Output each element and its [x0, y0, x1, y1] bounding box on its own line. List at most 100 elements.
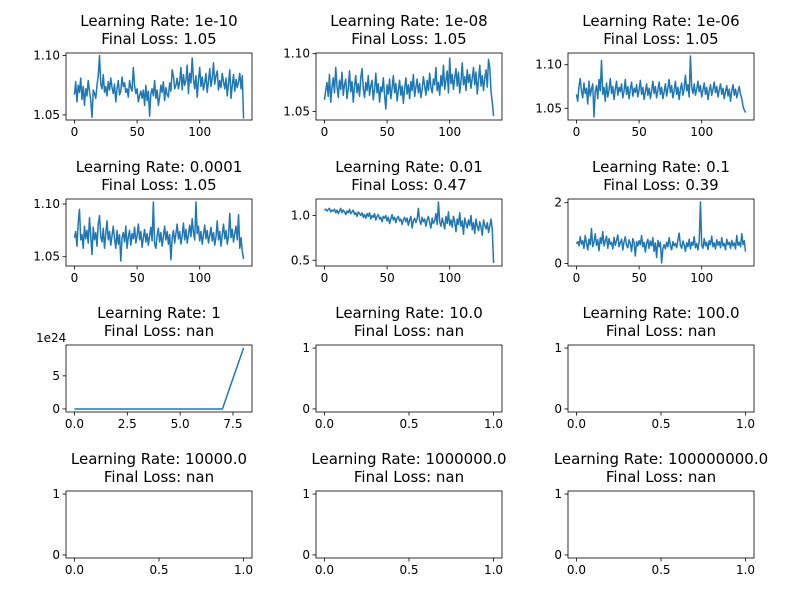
loss-series-line — [73, 54, 245, 119]
x-tick-label: 1.0 — [484, 417, 503, 431]
subplot-title-line1: Learning Rate: 0.01 — [335, 158, 483, 176]
x-tick-label: 0 — [573, 271, 581, 285]
y-tick-label: 1.10 — [33, 49, 60, 63]
x-tick-label: 1.0 — [234, 563, 253, 577]
x-tick-label: 50 — [631, 125, 646, 139]
y-tick-label: 0.5 — [291, 253, 310, 267]
subplot-title-line1: Learning Rate: 1e-06 — [582, 12, 739, 30]
x-tick-label: 0.0 — [315, 417, 334, 431]
x-tick-label: 0.5 — [149, 563, 168, 577]
subplot-title-line1: Learning Rate: 1000000.0 — [311, 450, 506, 468]
y-tick-label: 0 — [554, 257, 562, 271]
subplot-title-line2: Final Loss: nan — [606, 322, 716, 340]
y-tick-label: 1 — [52, 487, 60, 501]
axes-frame — [65, 198, 253, 267]
x-tick-label: 100 — [438, 125, 461, 139]
x-tick-label: 1.0 — [736, 563, 755, 577]
subplot-title-line1: Learning Rate: 1e-10 — [80, 12, 237, 30]
x-tick-label: 50 — [631, 271, 646, 285]
loss-series-line — [73, 201, 245, 262]
axes-frame — [315, 490, 503, 559]
axes-frame — [567, 490, 755, 559]
axes-frame — [65, 344, 253, 413]
x-tick-label: 0 — [573, 125, 581, 139]
x-tick-label: 100 — [438, 271, 461, 285]
y-tick-label: 2 — [554, 196, 562, 210]
y-tick-label: 1 — [302, 341, 310, 355]
subplot-title-line1: Learning Rate: 0.0001 — [76, 158, 243, 176]
subplot-title-line2: Final Loss: 1.05 — [603, 30, 718, 48]
x-tick-label: 0 — [321, 271, 329, 285]
subplot-title-line2: Final Loss: nan — [354, 322, 464, 340]
axes-frame — [567, 198, 755, 267]
x-tick-label: 0.5 — [651, 563, 670, 577]
loss-series-line — [74, 347, 245, 410]
subplot-title-line2: Final Loss: 1.05 — [101, 176, 216, 194]
y-tick-label: 1.10 — [33, 197, 60, 211]
subplot-title-line2: Final Loss: 0.47 — [351, 176, 466, 194]
loss-series-line — [323, 57, 495, 117]
y-tick-label: 0 — [554, 548, 562, 562]
x-tick-label: 0.0 — [315, 563, 334, 577]
loss-series-line — [575, 201, 747, 264]
subplot-title-line2: Final Loss: 1.05 — [351, 30, 466, 48]
y-offset-label: 1e24 — [36, 331, 66, 345]
subplot-title-line1: Learning Rate: 10.0 — [335, 304, 483, 322]
x-tick-label: 0.5 — [399, 563, 418, 577]
x-tick-label: 50 — [379, 125, 394, 139]
x-tick-label: 0.0 — [567, 417, 586, 431]
y-tick-label: 0 — [302, 402, 310, 416]
subplot-title-line1: Learning Rate: 1e-08 — [330, 12, 487, 30]
x-tick-label: 0.0 — [65, 563, 84, 577]
axes-frame — [315, 198, 503, 267]
axes-frame — [567, 52, 755, 121]
y-tick-label: 1 — [302, 487, 310, 501]
axes-frame — [315, 344, 503, 413]
axes-frame — [567, 344, 755, 413]
axes-frame — [315, 52, 503, 121]
y-tick-label: 1.05 — [33, 250, 60, 264]
subplot-title-line1: Learning Rate: 10000.0 — [71, 450, 247, 468]
axes-frame — [65, 490, 253, 559]
y-tick-label: 1 — [554, 487, 562, 501]
subplot-title-line1: Learning Rate: 100.0 — [582, 304, 739, 322]
x-tick-label: 5.0 — [171, 417, 190, 431]
x-tick-label: 0.0 — [65, 417, 84, 431]
y-tick-label: 1 — [554, 341, 562, 355]
y-tick-label: 5 — [52, 369, 60, 383]
x-tick-label: 0.5 — [651, 417, 670, 431]
y-tick-label: 1.05 — [283, 104, 310, 118]
subplot-title-line2: Final Loss: nan — [354, 468, 464, 486]
subplot-title-line2: Final Loss: nan — [104, 322, 214, 340]
subplot-title-line1: Learning Rate: 0.1 — [592, 158, 730, 176]
y-tick-label: 0 — [52, 548, 60, 562]
subplot-title-line2: Final Loss: nan — [104, 468, 214, 486]
x-tick-label: 2.5 — [118, 417, 137, 431]
subplot-title-line2: Final Loss: 0.39 — [603, 176, 718, 194]
y-tick-label: 0 — [52, 402, 60, 416]
x-tick-label: 7.5 — [223, 417, 242, 431]
x-tick-label: 0 — [321, 125, 329, 139]
x-tick-label: 50 — [129, 271, 144, 285]
x-tick-label: 100 — [690, 125, 713, 139]
axes-frame — [65, 52, 253, 121]
x-tick-label: 100 — [690, 271, 713, 285]
x-tick-label: 100 — [188, 125, 211, 139]
subplot-title-line2: Final Loss: 1.05 — [101, 30, 216, 48]
y-tick-label: 1.10 — [283, 47, 310, 61]
y-tick-label: 0 — [302, 548, 310, 562]
x-tick-label: 0.0 — [567, 563, 586, 577]
subplot-title-line1: Learning Rate: 100000000.0 — [554, 450, 768, 468]
